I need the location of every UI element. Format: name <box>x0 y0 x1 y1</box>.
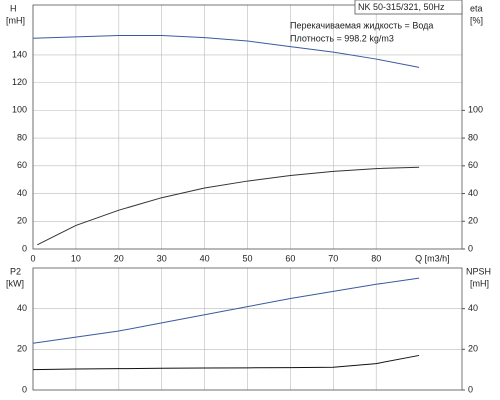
y2-tick-label: 40 <box>468 303 478 313</box>
annotation: Перекачиваемая жидкость = Вода <box>290 20 433 30</box>
y-tick-label: 80 <box>17 132 27 142</box>
y-axis-label: P2 <box>10 266 21 276</box>
x-tick-label: 20 <box>114 253 124 263</box>
x-tick-label: 50 <box>242 253 252 263</box>
x-tick-label: 80 <box>371 253 381 263</box>
y-tick-label: 20 <box>17 216 27 226</box>
title-box <box>354 0 463 15</box>
curve <box>32 277 420 344</box>
y2-tick-label: 20 <box>468 216 478 226</box>
y-axis-unit: [kW] <box>6 278 24 288</box>
x-axis-label: Q [m3/h] <box>415 253 450 263</box>
x-tick-label: 10 <box>71 253 81 263</box>
plot-frame <box>32 267 463 391</box>
plot-frame <box>32 4 463 250</box>
y-tick-label: 140 <box>12 49 27 59</box>
y2-tick-label: 80 <box>468 132 478 142</box>
curve <box>32 354 420 371</box>
x-tick-label: 70 <box>328 253 338 263</box>
y-tick-label: 0 <box>22 243 27 253</box>
x-tick-label: 30 <box>157 253 167 263</box>
y-tick-label: 60 <box>17 160 27 170</box>
y2-tick-label: 20 <box>468 344 478 354</box>
y-tick-label: 120 <box>12 77 27 87</box>
x-tick-label: 40 <box>200 253 210 263</box>
y-tick-label: 20 <box>17 344 27 354</box>
y2-axis-label: eta <box>470 3 483 13</box>
annotation: Плотность = 998.2 kg/m3 <box>290 33 394 43</box>
y2-axis-label: NPSH <box>466 266 491 276</box>
y2-axis-unit: [mH] <box>470 278 489 288</box>
y-axis-label: H <box>10 3 17 13</box>
y2-tick-label: 60 <box>468 160 478 170</box>
chart-title: NK 50-315/321, 50Hz <box>358 2 445 12</box>
curve <box>37 166 420 246</box>
x-tick-label: 0 <box>30 253 35 263</box>
y-tick-label: 40 <box>17 188 27 198</box>
y-tick-label: 40 <box>17 303 27 313</box>
y2-tick-label: 100 <box>468 105 483 115</box>
y2-tick-label: 40 <box>468 188 478 198</box>
x-tick-label: 60 <box>285 253 295 263</box>
y2-tick-label: 0 <box>468 384 473 394</box>
y-tick-label: 0 <box>22 384 27 394</box>
curve <box>32 35 420 68</box>
y-axis-unit: [mH] <box>6 15 25 25</box>
y2-tick-label: 0 <box>468 243 473 253</box>
y-tick-label: 100 <box>12 105 27 115</box>
y2-axis-unit: [%] <box>470 15 483 25</box>
